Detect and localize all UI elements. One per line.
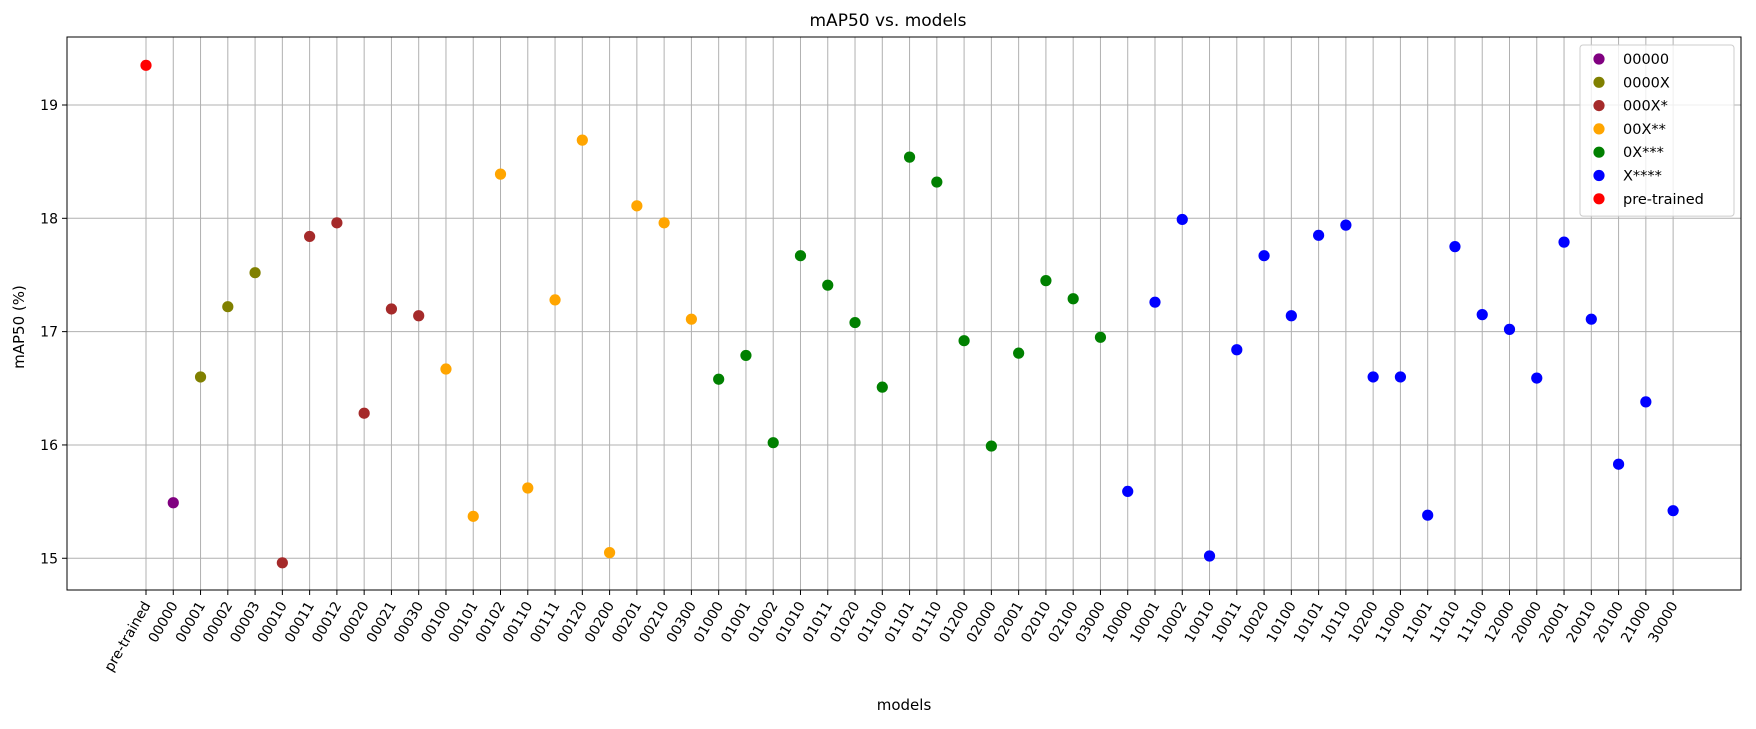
data-point (1394, 371, 1407, 383)
data-point (1094, 331, 1107, 343)
data-point (1067, 293, 1079, 305)
x-axis-ticks: pre-trained00000000010000200003000100001… (102, 590, 1682, 675)
legend-label: 00X** (1623, 122, 1666, 138)
y-tick-label: 15 (40, 551, 58, 567)
data-point (1122, 485, 1134, 498)
y-tick-label: 16 (40, 438, 58, 454)
data-point (767, 437, 779, 449)
data-point (876, 381, 888, 393)
legend-label: X**** (1623, 169, 1662, 185)
legend-label: 00000 (1623, 52, 1669, 68)
data-point (1531, 372, 1543, 384)
data-point (140, 59, 152, 71)
data-point (194, 371, 207, 383)
data-point (740, 349, 752, 362)
data-point (1285, 310, 1297, 322)
data-point (1667, 505, 1679, 517)
data-point (494, 168, 507, 180)
data-point (331, 217, 343, 229)
data-point (1203, 550, 1216, 562)
legend-marker (1593, 146, 1605, 158)
grid-lines (67, 37, 1741, 590)
data-point (822, 279, 834, 291)
y-tick-label: 19 (40, 98, 58, 114)
data-point (1013, 347, 1025, 359)
x-axis-label: models (877, 696, 932, 714)
data-point (467, 510, 479, 522)
data-point (358, 407, 370, 419)
data-point (222, 301, 234, 313)
data-point (1258, 250, 1270, 262)
legend-label: 0000X (1623, 75, 1670, 91)
data-point (1558, 236, 1570, 248)
chart-title: mAP50 vs. models (810, 11, 967, 31)
data-point (385, 303, 398, 315)
data-point (440, 363, 452, 375)
y-axis-ticks: 15 16 17 18 19 (40, 98, 67, 567)
data-point (413, 310, 425, 322)
data-point (1313, 229, 1325, 241)
data-point (249, 267, 261, 279)
legend: 00000 0000X 000X* 00X** 0X*** X**** pre-traine… (1579, 44, 1735, 217)
legend-marker (1593, 100, 1605, 112)
data-point (713, 373, 725, 385)
legend-label: pre-trained (1623, 192, 1704, 208)
data-point (658, 217, 670, 229)
data-point (1612, 458, 1625, 470)
data-point (903, 151, 916, 163)
plot-area-frame (66, 36, 1742, 591)
data-point (549, 294, 561, 306)
legend-label: 000X* (1623, 99, 1668, 115)
data-point (276, 557, 288, 569)
data-point (1040, 275, 1052, 287)
data-point (1476, 309, 1488, 321)
data-point (931, 176, 943, 188)
legend-marker (1593, 169, 1605, 182)
legend-marker (1593, 76, 1605, 88)
data-point (1422, 509, 1434, 521)
data-point (1640, 396, 1652, 408)
data-point (1340, 219, 1352, 231)
legend-box (1579, 44, 1735, 217)
data-point (985, 440, 997, 452)
data-point (794, 250, 807, 262)
legend-label: 0X*** (1623, 145, 1664, 161)
legend-marker (1593, 123, 1605, 135)
data-point (685, 313, 698, 325)
data-point (522, 482, 534, 494)
data-point (1585, 313, 1597, 325)
data-point (849, 316, 861, 329)
data-point (1176, 213, 1188, 226)
data-point (603, 547, 616, 559)
legend-marker (1593, 193, 1605, 205)
data-point (1449, 241, 1461, 253)
data-point (1149, 296, 1161, 308)
data-points (140, 59, 1679, 569)
data-point (1231, 344, 1243, 356)
y-tick-label: 18 (40, 211, 58, 227)
data-point (576, 134, 588, 146)
data-point (1503, 323, 1516, 335)
legend-marker (1593, 53, 1605, 65)
data-point (1367, 371, 1379, 383)
data-point (167, 497, 179, 509)
y-axis-label: mAP50 (%) (10, 285, 28, 369)
data-point (958, 335, 970, 347)
data-point (304, 230, 316, 243)
data-point (631, 200, 643, 212)
y-tick-label: 17 (40, 325, 58, 341)
